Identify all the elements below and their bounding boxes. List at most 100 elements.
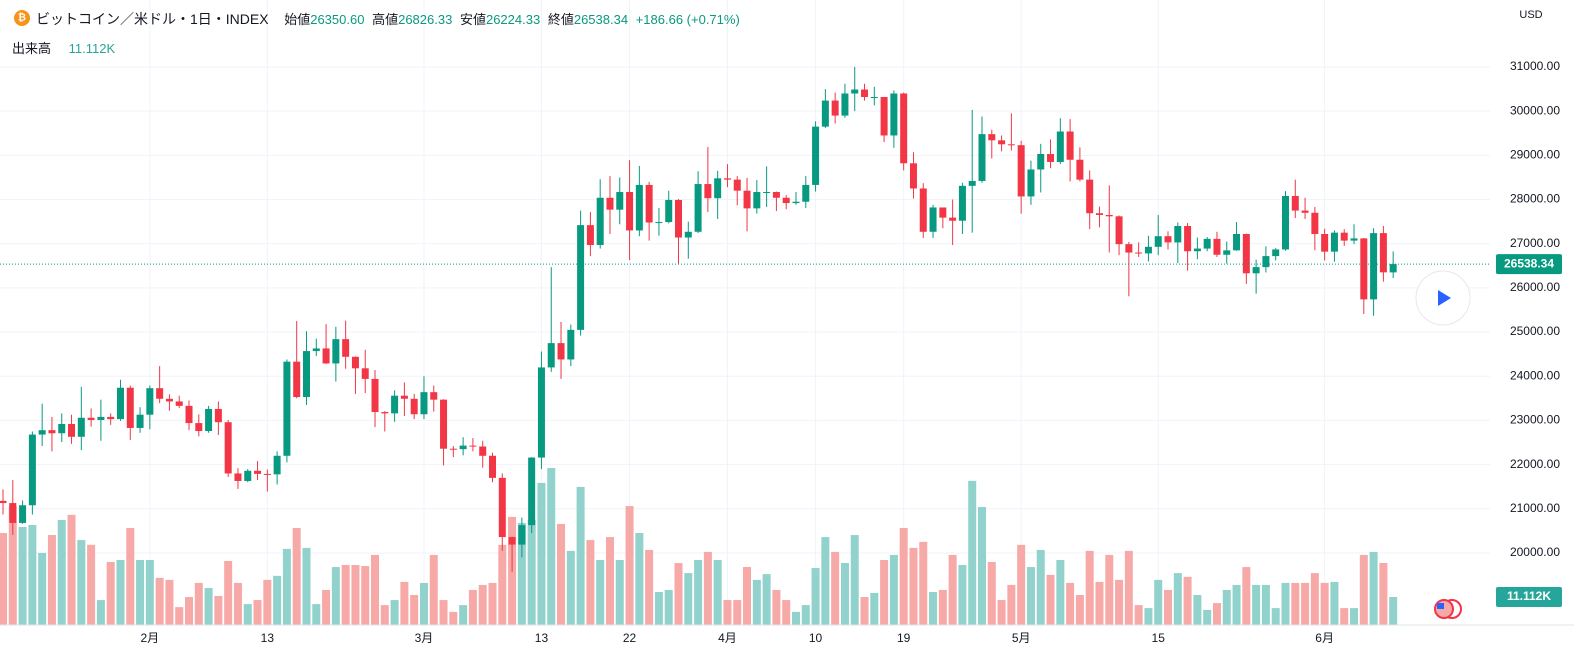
candle-body xyxy=(1389,264,1397,273)
candle-body xyxy=(1213,238,1221,255)
candle-body xyxy=(195,423,203,432)
ohlc-value: 26224.33 xyxy=(485,12,541,27)
candle-body xyxy=(312,348,320,352)
candle-body xyxy=(1262,256,1270,268)
candle-body xyxy=(909,163,917,189)
candle-body xyxy=(782,197,790,204)
y-tick-label: 29000.00 xyxy=(1510,148,1560,162)
candle-body xyxy=(283,361,291,456)
x-tick-label: 13 xyxy=(535,631,549,645)
candle-body xyxy=(958,185,966,221)
candle-body xyxy=(107,416,115,420)
candle-body xyxy=(1321,233,1329,252)
volume-bar xyxy=(57,519,66,625)
x-tick-label: 5月 xyxy=(1012,631,1031,645)
y-tick-label: 28000.00 xyxy=(1510,192,1560,206)
candle-body xyxy=(763,192,771,194)
volume-bar xyxy=(958,565,967,625)
candle-body xyxy=(1379,233,1387,273)
y-tick-label: 20000.00 xyxy=(1510,545,1560,559)
volume-bar xyxy=(116,559,125,625)
candle-body xyxy=(136,414,144,428)
volume-bar xyxy=(361,566,370,625)
candle-body xyxy=(870,97,878,99)
volume-bar xyxy=(67,514,76,625)
volume-bar xyxy=(28,524,37,625)
volume-bar xyxy=(997,600,1006,625)
candle-body xyxy=(586,225,594,246)
play-icon[interactable] xyxy=(1438,290,1451,306)
candle-body xyxy=(772,192,780,198)
candle-body xyxy=(459,445,467,450)
volume-bar xyxy=(204,587,213,625)
volume-bar xyxy=(1271,608,1280,625)
candle-body xyxy=(77,417,85,437)
candle-body xyxy=(606,197,614,210)
volume-bar xyxy=(1281,582,1290,625)
volume-bar xyxy=(145,559,154,625)
candle-body xyxy=(684,231,692,238)
volume-bar xyxy=(478,584,487,625)
play-button[interactable] xyxy=(1415,270,1471,326)
candle-body xyxy=(68,423,76,437)
volume-bar xyxy=(870,592,879,625)
candle-body xyxy=(1174,226,1182,243)
ohlc-value: 26350.60 xyxy=(310,12,365,27)
volume-bar xyxy=(253,600,262,625)
volume-bar xyxy=(136,559,145,625)
volume-bar xyxy=(694,559,703,625)
volume-bar xyxy=(831,551,840,625)
volume-bar xyxy=(860,597,869,625)
candle-body xyxy=(537,367,545,458)
volume-bar xyxy=(566,550,575,625)
flag-icons[interactable] xyxy=(1434,599,1462,619)
candle-body xyxy=(1291,195,1299,211)
volume-bar xyxy=(18,526,27,625)
candle-body xyxy=(156,388,164,399)
x-tick-label: 13 xyxy=(261,631,275,645)
volume-bar xyxy=(390,600,399,625)
candle-body xyxy=(988,134,996,141)
candle-body xyxy=(234,473,242,481)
x-tick-label: 22 xyxy=(623,631,637,645)
volume-bar xyxy=(635,533,644,625)
y-tick-label: 31000.00 xyxy=(1510,59,1560,73)
volume-bar xyxy=(292,527,301,625)
last-price-label: 26538.34 xyxy=(1504,256,1554,270)
candle-body xyxy=(116,387,124,420)
candle-body xyxy=(489,455,496,478)
candle-body xyxy=(302,351,310,398)
volume-bar xyxy=(1036,549,1045,625)
volume-bar xyxy=(1173,573,1182,625)
candle-body xyxy=(655,222,663,224)
volume-value: 11.112K xyxy=(68,41,116,56)
volume-bar xyxy=(517,522,526,625)
volume-bar xyxy=(243,604,252,625)
volume-bar xyxy=(713,559,722,625)
candle-body xyxy=(371,378,379,413)
volume-bar xyxy=(106,562,115,625)
volume-bar xyxy=(1252,584,1261,625)
volume-bar xyxy=(1389,596,1398,625)
volume-bar xyxy=(1164,589,1173,625)
volume-bar xyxy=(1085,550,1094,625)
ohlc-name: 始値 xyxy=(284,12,311,27)
volume-bar xyxy=(978,507,986,625)
candle-body xyxy=(733,179,741,191)
candle-body xyxy=(645,184,653,223)
volume-bar xyxy=(1369,551,1378,625)
candle-body xyxy=(479,446,487,456)
volume-bar xyxy=(439,600,448,625)
volume-bar xyxy=(419,582,428,625)
volume-bar xyxy=(449,611,458,625)
volume-bar xyxy=(47,535,56,625)
header: ビットコイン／米ドル・1日・INDEX 始値26350.60 高値26826.3… xyxy=(12,8,740,60)
candle-body xyxy=(1095,213,1103,215)
volume-bar xyxy=(263,579,272,625)
volume-bar xyxy=(1056,559,1065,625)
candle-body xyxy=(528,457,536,526)
volume-bar xyxy=(752,579,761,625)
volume-bar xyxy=(880,559,889,625)
candle-body xyxy=(919,188,927,232)
